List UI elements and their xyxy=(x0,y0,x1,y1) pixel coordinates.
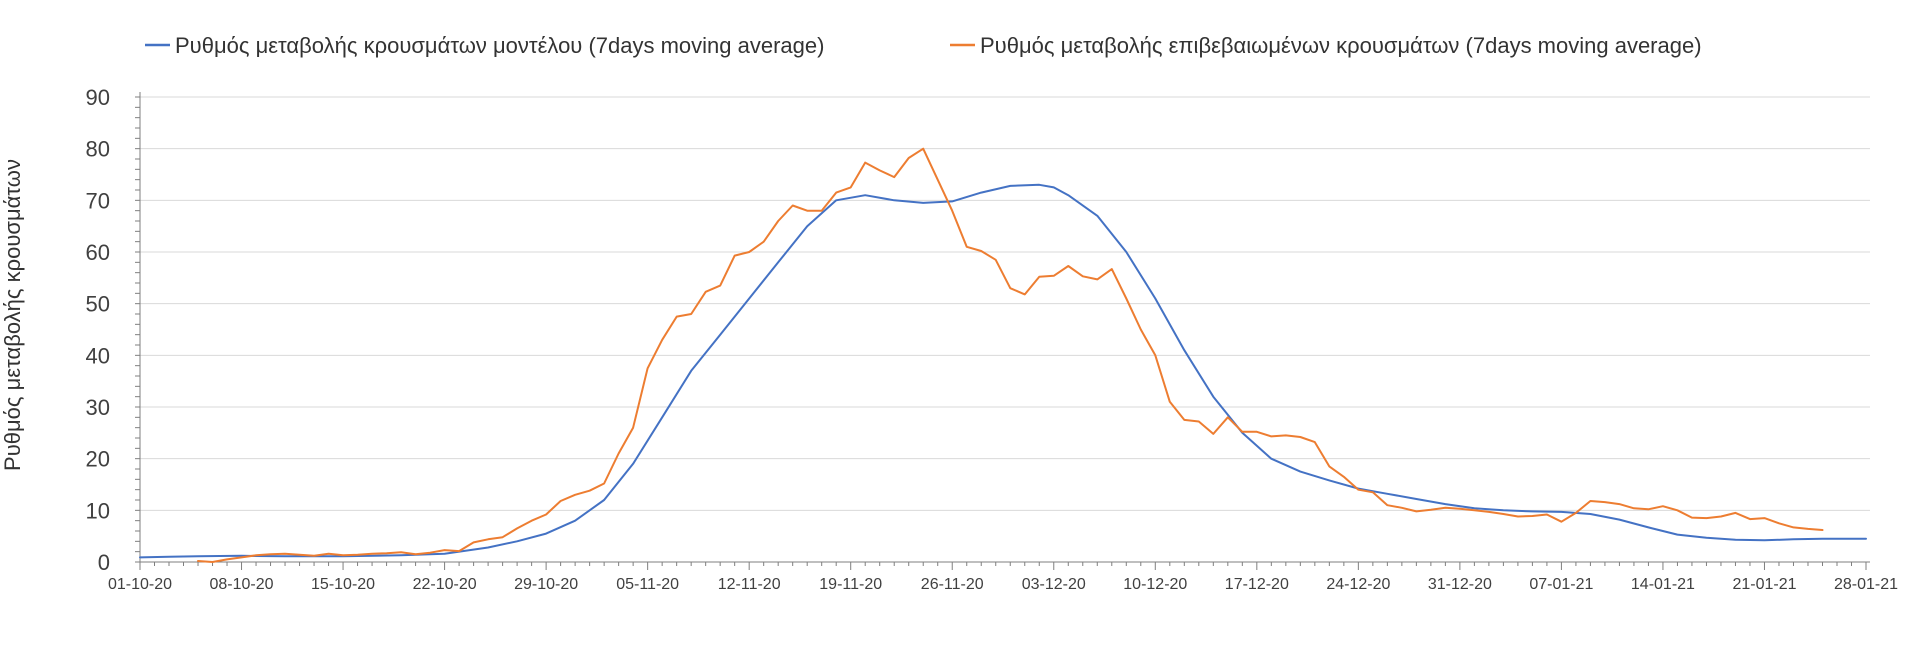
y-tick-label: 60 xyxy=(86,240,110,265)
gridlines xyxy=(140,96,1870,511)
y-tick-label: 50 xyxy=(86,292,110,317)
x-tick-label: 07-01-21 xyxy=(1529,576,1593,593)
x-tick-label: 14-01-21 xyxy=(1631,576,1695,593)
series-lines xyxy=(139,147,1867,563)
y-axis-title: Ρυθμός μεταβολής κρουσμάτων xyxy=(0,159,25,471)
x-tick-label: 01-10-20 xyxy=(108,576,172,593)
legend: Ρυθμός μεταβολής κρουσμάτων μοντέλου (7d… xyxy=(145,33,1702,58)
y-tick-label: 80 xyxy=(86,137,110,162)
x-tick-label: 31-12-20 xyxy=(1428,576,1492,593)
axes: 0 10 20 30 40 50 60 70 80 90 01-10-20 08-10-20 15-10… xyxy=(86,85,1899,593)
y-tick-label: 40 xyxy=(86,343,110,368)
y-tick-label: 90 xyxy=(86,85,110,110)
x-tick-label: 15-10-20 xyxy=(311,576,375,593)
x-tick-label: 22-10-20 xyxy=(413,576,477,593)
series-line-model xyxy=(139,183,1867,559)
x-tick-label: 28-01-21 xyxy=(1834,576,1898,593)
x-tick-label: 26-11-20 xyxy=(921,576,984,593)
y-tick-label: 0 xyxy=(98,550,110,575)
x-tick-label: 21-01-21 xyxy=(1732,576,1796,593)
y-tick-label: 30 xyxy=(86,395,110,420)
y-tick-label: 20 xyxy=(86,447,110,472)
x-tick-label: 12-11-20 xyxy=(718,576,781,593)
x-tick-label: 08-10-20 xyxy=(210,576,274,593)
legend-label-model: Ρυθμός μεταβολής κρουσμάτων μοντέλου (7d… xyxy=(175,33,824,58)
y-tick-label: 10 xyxy=(86,498,110,523)
x-tick-label: 19-11-20 xyxy=(819,576,882,593)
x-tick-label: 29-10-20 xyxy=(514,576,578,593)
x-tick-label: 17-12-20 xyxy=(1225,576,1289,593)
series-line-confirmed xyxy=(197,147,1824,563)
x-tick-label: 10-12-20 xyxy=(1123,576,1187,593)
x-tick-label: 05-11-20 xyxy=(616,576,679,593)
x-tick-label: 24-12-20 xyxy=(1326,576,1390,593)
x-tick-label: 03-12-20 xyxy=(1022,576,1086,593)
legend-label-confirmed: Ρυθμός μεταβολής επιβεβαιωμένων κρουσμάτ… xyxy=(980,33,1702,58)
y-tick-label: 70 xyxy=(86,188,110,213)
